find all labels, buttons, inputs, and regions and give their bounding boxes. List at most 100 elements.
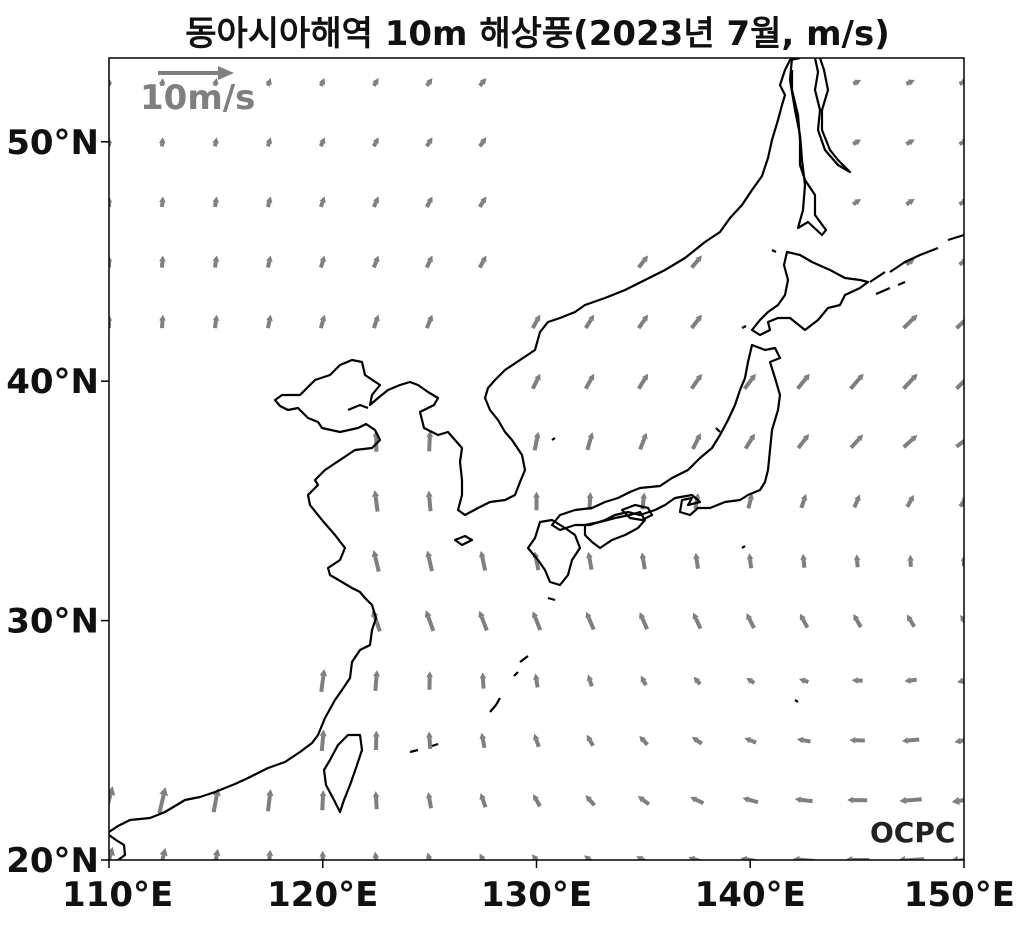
wind-arrow [746, 677, 756, 685]
wind-arrow [318, 196, 326, 208]
wind-arrow-head [586, 492, 594, 499]
wind-arrow-head [266, 255, 273, 263]
wind-arrow-head [849, 736, 856, 744]
wind-arrow-head [844, 855, 853, 860]
wind-arrow [691, 736, 703, 746]
wind-arrow-shaft [583, 377, 593, 390]
wind-arrow-shaft [426, 556, 434, 572]
wind-arrow-shaft [480, 556, 488, 571]
wind-arrow-shaft [480, 798, 488, 808]
wind-arrow-shaft [641, 680, 648, 687]
wind-arrow-shaft [958, 260, 964, 267]
wind-arrow-head [372, 490, 380, 498]
wind-arrow-head [792, 856, 800, 860]
wind-arrow [796, 736, 811, 744]
wind-arrow-head [479, 78, 487, 85]
wind-arrow [798, 677, 809, 684]
wind-arrow-head [639, 552, 647, 559]
wind-arrow-head [319, 729, 327, 737]
wind-arrow [212, 848, 221, 860]
wind-arrow [586, 551, 594, 570]
wind-arrow [212, 137, 219, 147]
wind-arrow-shaft [424, 319, 432, 329]
wind-arrow-head [910, 434, 918, 442]
wind-arrow-shaft [373, 555, 381, 572]
coastline-kurils [869, 233, 964, 296]
wind-arrow-shaft [747, 617, 756, 629]
wind-arrow-head [588, 373, 595, 381]
wind-arrow [637, 314, 649, 330]
wind-arrow [637, 796, 651, 806]
wind-arrow-shaft [533, 616, 543, 631]
wind-arrow-head [690, 796, 697, 803]
wind-arrow-shaft [905, 499, 913, 508]
wind-arrow-shaft [748, 558, 754, 569]
coastline-ulleung [551, 249, 777, 441]
wind-arrow [425, 792, 434, 809]
wind-arrow [690, 255, 702, 269]
wind-arrow-shaft [800, 797, 813, 804]
wind-arrow [746, 493, 754, 509]
wind-arrow-head [856, 434, 864, 442]
wind-arrow-head [857, 373, 864, 381]
wind-arrow-head [802, 434, 810, 441]
wind-arrow-head [641, 255, 649, 263]
wind-arrow [318, 255, 326, 269]
wind-arrow [852, 139, 862, 146]
wind-arrow [904, 677, 918, 684]
wind-arrow-head [904, 677, 911, 684]
wind-arrow [424, 314, 434, 329]
wind-arrow-shaft [319, 735, 326, 752]
wind-arrow-head [534, 373, 541, 381]
wind-arrow-head [642, 373, 649, 381]
wind-arrow-head [373, 196, 380, 204]
wind-arrow-shaft [690, 377, 701, 390]
wind-arrow-head [854, 494, 861, 502]
wind-arrow-shaft [696, 679, 702, 686]
wind-arrow-head [749, 373, 756, 381]
wind-arrow-head [584, 855, 591, 860]
wind-arrow [796, 373, 810, 390]
wind-arrow [844, 855, 870, 860]
wind-arrow-head [534, 314, 541, 322]
coastline-south [109, 834, 127, 860]
wind-arrow-head [965, 374, 972, 381]
wind-arrow [639, 552, 647, 570]
wind-arrow-head [965, 435, 972, 441]
wind-arrow-head [212, 255, 220, 262]
wind-arrow-shaft [796, 377, 808, 390]
wind-arrow-shaft [265, 320, 272, 329]
wind-arrow [266, 849, 274, 860]
wind-arrow-head [425, 852, 433, 860]
wind-arrow-head [586, 734, 593, 742]
wind-arrow-shaft [478, 200, 485, 209]
wind-arrow-head [480, 255, 487, 263]
wind-arrow [531, 314, 541, 330]
wind-arrow-shaft [640, 557, 647, 570]
wind-arrow [693, 676, 702, 686]
wind-arrow [690, 796, 705, 806]
wind-arrow-shaft [958, 80, 964, 86]
wind-arrow [531, 854, 540, 860]
wind-arrow-head [159, 314, 166, 321]
wind-arrow [951, 796, 964, 805]
wind-arrow [955, 435, 972, 449]
reference-vector: 10m/s [140, 66, 255, 118]
wind-arrow-shaft [265, 795, 272, 812]
wind-arrow-shaft [320, 796, 325, 811]
wind-arrow-head [319, 137, 326, 144]
wind-arrow [319, 790, 327, 811]
wind-arrow-head [426, 137, 433, 145]
wind-arrow-head [479, 853, 486, 860]
wind-arrow [585, 432, 595, 451]
wind-arrow-shaft [854, 618, 863, 629]
wind-arrow-head [951, 855, 958, 860]
wind-arrow-head [109, 314, 113, 321]
wind-arrow-shaft [265, 260, 272, 268]
wind-arrow-shaft [372, 82, 378, 87]
wind-arrow-head [695, 433, 702, 440]
wind-arrow-head [372, 78, 379, 85]
wind-arrow [692, 612, 703, 630]
wind-arrow-shaft [159, 320, 165, 329]
